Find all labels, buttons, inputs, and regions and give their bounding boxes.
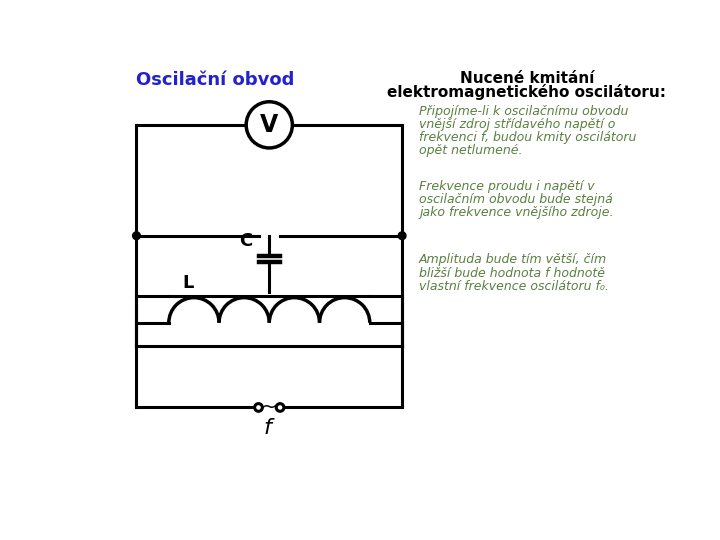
Text: frekvenci f, budou kmity oscilátoru: frekvenci f, budou kmity oscilátoru <box>419 131 636 144</box>
Text: Nucené kmitání: Nucené kmitání <box>459 71 594 86</box>
Text: vnější zdroj střídavého napětí o: vnější zdroj střídavého napětí o <box>419 118 616 131</box>
Circle shape <box>255 403 262 411</box>
Circle shape <box>132 232 140 240</box>
Text: L: L <box>183 274 194 292</box>
Text: elektromagnetického oscilátoru:: elektromagnetického oscilátoru: <box>387 84 666 100</box>
Text: bližší bude hodnota f hodnotě: bližší bude hodnota f hodnotě <box>419 267 605 280</box>
Text: V: V <box>260 113 279 137</box>
Circle shape <box>276 403 284 411</box>
Text: Oscilační obvod: Oscilační obvod <box>137 71 294 89</box>
Text: vlastní frekvence oscilátoru f₀.: vlastní frekvence oscilátoru f₀. <box>419 280 609 293</box>
Text: opět netlumené.: opět netlumené. <box>419 144 523 157</box>
Text: $f$: $f$ <box>263 418 276 438</box>
Text: oscilačním obvodu bude stejná: oscilačním obvodu bude stejná <box>419 193 613 206</box>
Text: C: C <box>239 232 252 249</box>
Text: Připojíme-li k oscilačnímu obvodu: Připojíme-li k oscilačnímu obvodu <box>419 105 629 118</box>
Text: jako frekvence vnějšího zdroje.: jako frekvence vnějšího zdroje. <box>419 206 613 219</box>
Circle shape <box>246 102 292 148</box>
Circle shape <box>398 232 406 240</box>
Text: Frekvence proudu i napětí v: Frekvence proudu i napětí v <box>419 180 595 193</box>
Text: ~: ~ <box>261 398 277 417</box>
Text: Amplituda bude tím větší, čím: Amplituda bude tím větší, čím <box>419 253 607 266</box>
